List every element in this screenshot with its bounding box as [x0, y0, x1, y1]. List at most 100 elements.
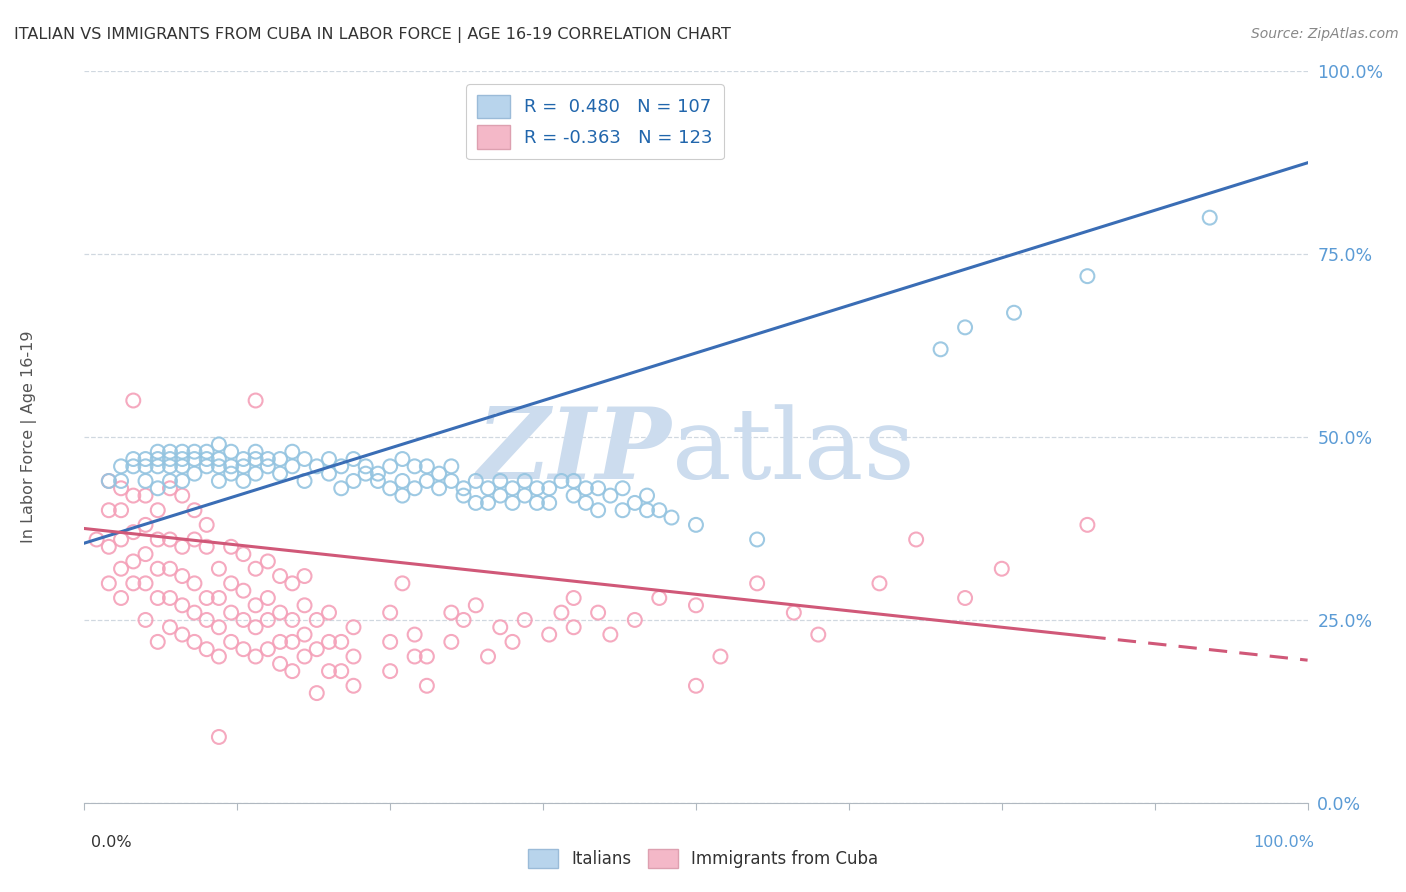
Point	[97, 474, 120, 488]
Point	[305, 686, 328, 700]
Point	[648, 503, 671, 517]
Point	[294, 627, 316, 641]
Point	[477, 481, 499, 495]
Point	[195, 444, 218, 458]
Point	[183, 533, 205, 547]
Point	[208, 459, 231, 474]
Point	[257, 613, 280, 627]
Point	[612, 481, 634, 495]
Point	[464, 599, 486, 613]
Point	[195, 591, 218, 605]
Point	[159, 444, 181, 458]
Point	[391, 576, 413, 591]
Point	[159, 452, 181, 467]
Point	[953, 591, 976, 605]
Point	[562, 474, 585, 488]
Point	[747, 533, 769, 547]
Point	[513, 489, 536, 503]
Point	[122, 452, 145, 467]
Point	[869, 576, 891, 591]
Point	[172, 569, 194, 583]
Point	[501, 635, 523, 649]
Point	[219, 540, 242, 554]
Point	[318, 452, 340, 467]
Point	[183, 467, 205, 481]
Point	[245, 393, 267, 408]
Point	[257, 591, 280, 605]
Point	[208, 620, 231, 634]
Point	[159, 459, 181, 474]
Point	[342, 474, 364, 488]
Point	[281, 613, 304, 627]
Point	[172, 627, 194, 641]
Text: atlas: atlas	[672, 404, 914, 500]
Point	[146, 533, 169, 547]
Point	[135, 474, 157, 488]
Point	[146, 591, 169, 605]
Point	[929, 343, 952, 357]
Point	[489, 474, 512, 488]
Text: Source: ZipAtlas.com: Source: ZipAtlas.com	[1251, 27, 1399, 41]
Point	[269, 635, 291, 649]
Point	[245, 452, 267, 467]
Point	[453, 613, 475, 627]
Point	[354, 459, 377, 474]
Point	[281, 444, 304, 458]
Point	[269, 657, 291, 671]
Point	[709, 649, 731, 664]
Text: ZIP: ZIP	[477, 403, 672, 500]
Point	[146, 503, 169, 517]
Point	[245, 562, 267, 576]
Point	[146, 452, 169, 467]
Point	[538, 481, 561, 495]
Point	[172, 474, 194, 488]
Point	[86, 533, 108, 547]
Point	[281, 459, 304, 474]
Point	[97, 540, 120, 554]
Point	[318, 664, 340, 678]
Point	[391, 452, 413, 467]
Point	[208, 437, 231, 451]
Point	[575, 481, 598, 495]
Point	[416, 474, 439, 488]
Point	[172, 489, 194, 503]
Point	[391, 474, 413, 488]
Point	[453, 489, 475, 503]
Point	[550, 474, 572, 488]
Point	[183, 444, 205, 458]
Point	[269, 467, 291, 481]
Point	[294, 649, 316, 664]
Point	[172, 459, 194, 474]
Point	[159, 533, 181, 547]
Point	[183, 452, 205, 467]
Point	[208, 730, 231, 744]
Point	[257, 459, 280, 474]
Point	[427, 481, 450, 495]
Point	[513, 613, 536, 627]
Point	[905, 533, 928, 547]
Point	[281, 664, 304, 678]
Point	[294, 569, 316, 583]
Point	[1002, 306, 1025, 320]
Point	[232, 613, 254, 627]
Point	[318, 467, 340, 481]
Point	[404, 459, 426, 474]
Point	[599, 627, 621, 641]
Point	[172, 444, 194, 458]
Point	[1076, 269, 1098, 284]
Point	[195, 540, 218, 554]
Point	[380, 481, 402, 495]
Point	[195, 459, 218, 474]
Point	[135, 489, 157, 503]
Point	[183, 606, 205, 620]
Point	[97, 503, 120, 517]
Point	[526, 496, 548, 510]
Point	[599, 489, 621, 503]
Point	[245, 467, 267, 481]
Point	[612, 503, 634, 517]
Point	[747, 576, 769, 591]
Point	[219, 459, 242, 474]
Point	[404, 649, 426, 664]
Point	[208, 591, 231, 605]
Point	[195, 452, 218, 467]
